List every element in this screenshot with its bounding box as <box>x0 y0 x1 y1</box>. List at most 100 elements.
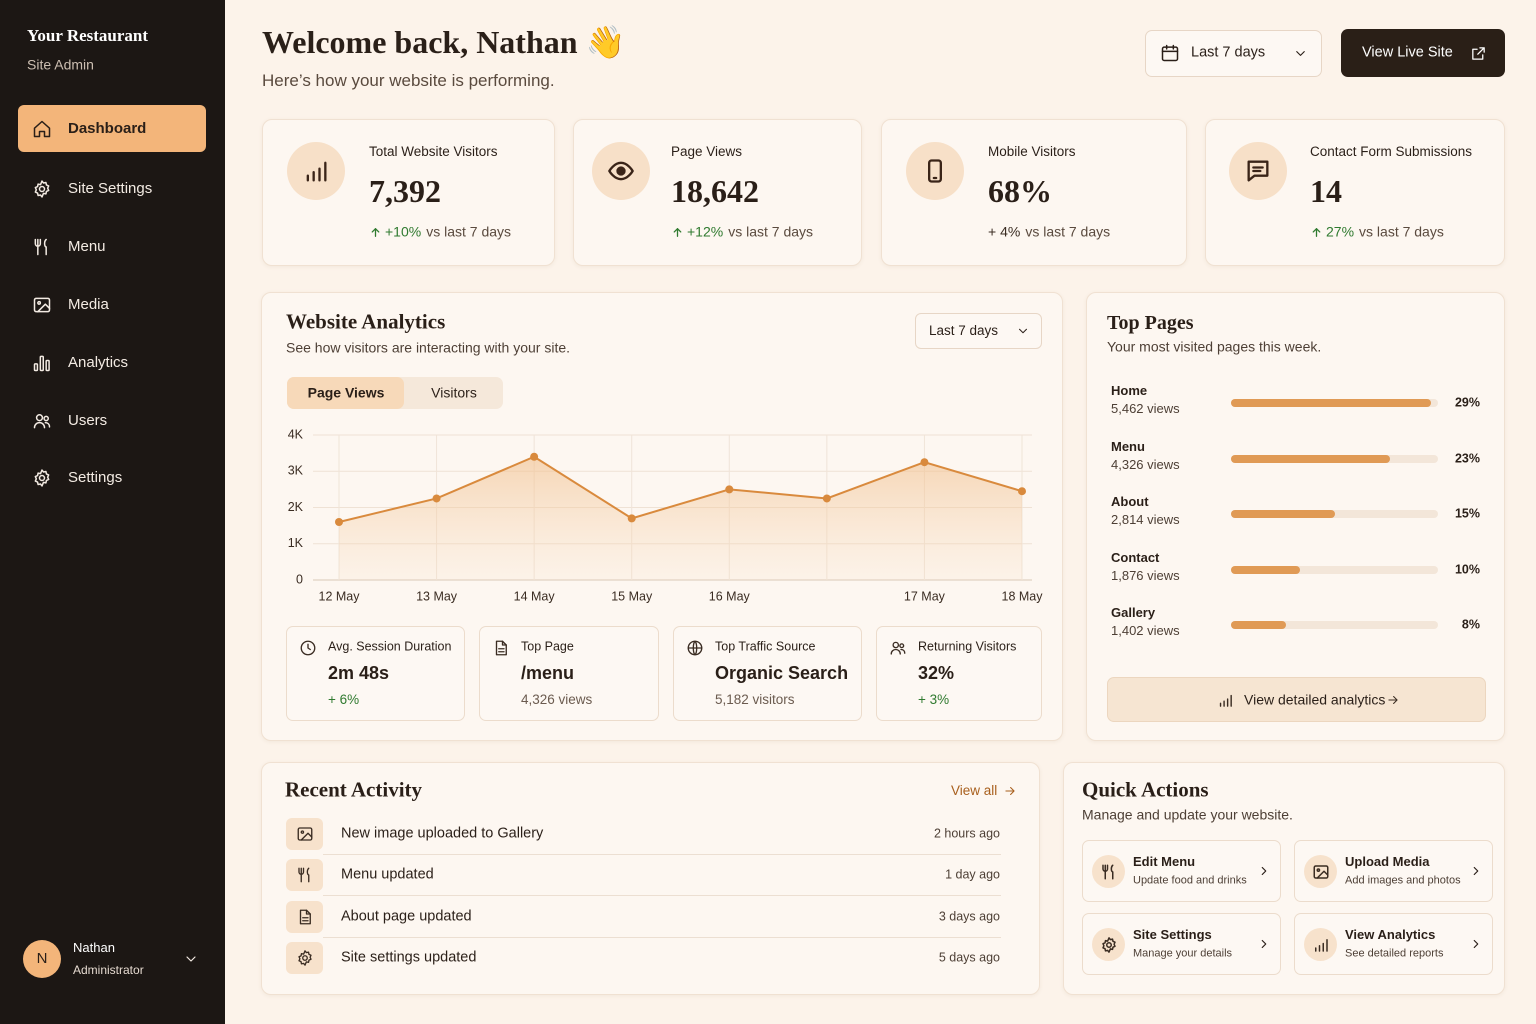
icon-part <box>1005 786 1015 796</box>
icon-part <box>1018 328 1028 334</box>
x-tick-label: 17 May <box>904 589 946 603</box>
icon-part <box>608 161 634 181</box>
icon-part <box>38 474 46 482</box>
activity-divider <box>323 936 1001 938</box>
icon-part <box>495 640 507 656</box>
icon-part <box>1471 46 1485 60</box>
icon-part <box>1388 695 1398 705</box>
icon-part <box>33 363 39 372</box>
quick-action-icon-bg <box>1092 928 1125 961</box>
icon <box>1100 936 1118 954</box>
page-name: Home <box>1111 383 1148 399</box>
x-tick-label: 12 May <box>319 589 361 603</box>
tab-active[interactable] <box>287 377 404 409</box>
page-views: 5,462 views <box>1111 401 1180 417</box>
icon-part <box>1471 46 1485 60</box>
icon-part <box>1316 870 1328 879</box>
icon-part <box>1252 166 1264 173</box>
nav-label: Menu <box>68 238 106 255</box>
icon <box>1016 324 1030 338</box>
icon <box>302 157 330 185</box>
stat-change: +12% <box>687 223 724 240</box>
metric-card <box>479 626 659 721</box>
icon-part <box>35 414 44 422</box>
icon <box>32 119 52 139</box>
icon-part <box>299 909 311 925</box>
y-tick-label: 4K <box>288 427 304 441</box>
icon <box>296 908 314 926</box>
analytics-subtitle: See how visitors are interacting with yo… <box>286 339 571 356</box>
icon-part <box>1161 44 1179 62</box>
bar <box>1231 510 1335 518</box>
stat-note: vs last 7 days <box>1025 223 1111 240</box>
stat-value: 7,392 <box>369 172 441 209</box>
quick-action-title: Site Settings <box>1133 927 1212 943</box>
x-tick-label: 14 May <box>514 589 556 603</box>
icon-part <box>1261 939 1267 949</box>
metric-value: 32% <box>918 663 955 684</box>
stat-icon-bg <box>906 142 964 200</box>
icon-part <box>34 469 50 487</box>
detailed-analytics-link[interactable] <box>1107 677 1486 722</box>
icon-part <box>300 640 316 656</box>
icon-part <box>687 640 703 656</box>
metric-value: Organic Search <box>715 663 849 684</box>
icon <box>1160 43 1180 63</box>
icon-part <box>1219 694 1232 707</box>
icon-part <box>616 166 626 176</box>
detailed-analytics-label: View detailed analytics <box>1244 691 1386 708</box>
activity-divider <box>323 895 1001 897</box>
analytics-range-label: Last 7 days <box>929 322 999 338</box>
activity-divider <box>323 854 1001 855</box>
icon <box>1293 46 1308 61</box>
icon-part <box>1161 46 1179 62</box>
icon-part <box>1473 939 1479 949</box>
range-dropdown[interactable] <box>1145 30 1322 77</box>
metric-sub: + 6% <box>328 691 360 707</box>
data-point <box>1018 487 1026 496</box>
icon-part <box>1247 160 1269 182</box>
bar-track <box>1231 621 1438 629</box>
stat-change: +10% <box>385 223 422 240</box>
user-role: Administrator <box>73 962 144 977</box>
user-initial: N <box>36 950 48 967</box>
icon <box>1312 863 1330 881</box>
metric-label: Returning Visitors <box>918 639 1017 654</box>
stat-value: 14 <box>1310 172 1342 209</box>
bar <box>1231 565 1300 574</box>
view-all-link[interactable]: View all <box>951 782 998 798</box>
y-tick-label: 1K <box>288 536 304 550</box>
nav-label: Settings <box>68 469 123 486</box>
activity-time: 1 day ago <box>945 867 1000 882</box>
icon <box>296 866 314 884</box>
quick-action-icon-bg <box>1304 928 1337 961</box>
icon-part <box>1261 866 1267 876</box>
quick-action-title: View Analytics <box>1345 927 1436 943</box>
icon-part <box>371 227 379 237</box>
icon <box>671 226 684 239</box>
icon[interactable] <box>183 951 199 967</box>
icon-part <box>45 359 50 372</box>
nav-label: Site Settings <box>68 180 153 197</box>
quick-action-title: Edit Menu <box>1133 854 1196 870</box>
x-tick-label: 13 May <box>416 589 458 603</box>
icon-part <box>297 827 312 841</box>
icon <box>1244 157 1272 185</box>
icon-part <box>1312 227 1320 237</box>
bar <box>1231 454 1390 463</box>
bar-value-label: 15% <box>1454 506 1480 521</box>
metric-label: Top Page <box>521 639 574 654</box>
icon-part <box>1313 864 1328 879</box>
metric-card <box>876 626 1042 721</box>
page-name: About <box>1111 494 1149 510</box>
icon-part <box>33 421 46 429</box>
quick-actions-subtitle: Manage and update your website. <box>1082 806 1293 823</box>
page-views: 1,402 views <box>1111 623 1180 639</box>
icon-part <box>1101 864 1113 879</box>
brand-name: Your Restaurant <box>27 25 149 45</box>
stat-label: Mobile Visitors <box>988 143 1076 159</box>
icon-part <box>900 648 906 654</box>
nav-label: Analytics <box>68 354 129 371</box>
nav-label: Users <box>68 412 108 429</box>
quick-action-sub: See detailed reports <box>1345 947 1444 960</box>
